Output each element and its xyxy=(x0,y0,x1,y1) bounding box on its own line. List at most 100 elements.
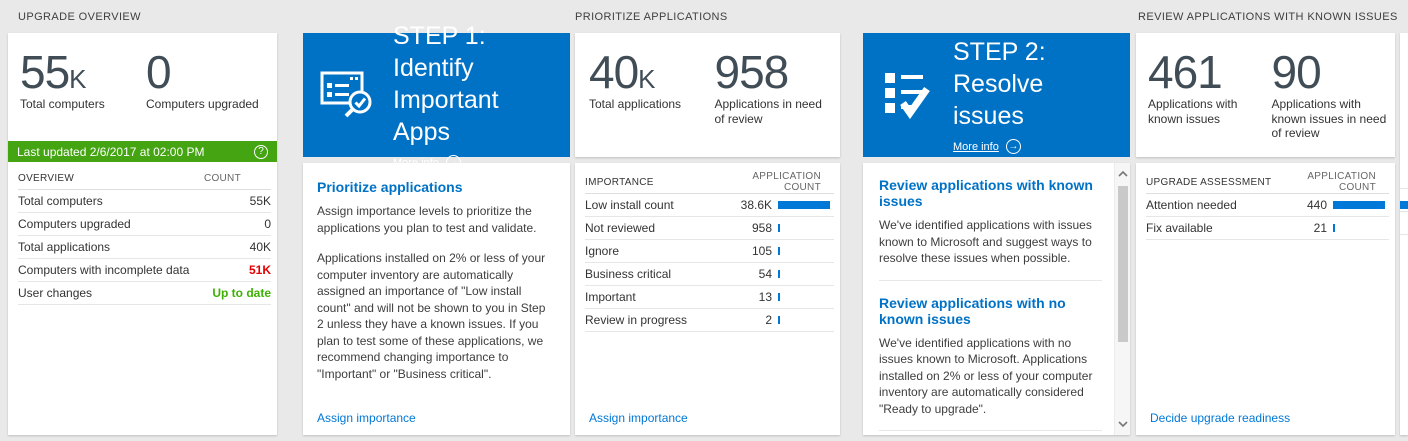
application-stats-card: 40K Total applications 958 Applications in … xyxy=(575,33,840,157)
section-label-review-applications: REVIEW APPLICATIONS WITH KNOWN ISSUES xyxy=(1138,11,1398,23)
last-updated-text: Last updated 2/6/2017 at 02:00 PM xyxy=(17,144,205,159)
table-row[interactable]: Important 13 xyxy=(585,286,834,309)
review-section: Review applications with known issues We'… xyxy=(879,163,1102,281)
application-stats: 40K Total applications 958 Applications in … xyxy=(575,33,840,126)
stat: 90 Applications with known issues in need… xyxy=(1272,49,1392,141)
table-row[interactable]: Total applications 40K xyxy=(18,236,271,259)
importance-table-card: IMPORTANCE APPLICATION COUNT Low install c… xyxy=(575,163,840,435)
prioritize-heading[interactable]: Prioritize applications xyxy=(317,179,463,195)
row-value: 54 xyxy=(758,267,772,281)
step2-more-info-link[interactable]: More info xyxy=(953,140,999,153)
resolve-issues-panel: Review applications with known issues We'… xyxy=(863,163,1130,435)
overview-table: OVERVIEW COUNT Total computers 55K Computers… xyxy=(18,167,271,305)
review-section: Review applications with no known issues… xyxy=(879,281,1102,432)
stat-value: 90 xyxy=(1271,46,1322,98)
section-body: We've identified applications with no is… xyxy=(879,335,1093,416)
section-body: We've identified applications with issue… xyxy=(879,218,1092,266)
table-row[interactable]: Attention needed 440 xyxy=(1146,194,1389,217)
step1-tile[interactable]: STEP 1: Identify Important Apps More inf… xyxy=(303,22,570,170)
resolve-issues-sections: Review applications with known issues We'… xyxy=(863,163,1130,435)
stat-value: 55K xyxy=(20,46,87,98)
count-bar xyxy=(778,316,780,324)
row-label: Computers with incomplete data xyxy=(18,263,190,277)
row-value: 13 xyxy=(758,290,772,304)
row-value: 40K xyxy=(249,240,271,254)
scrollbar-thumb[interactable] xyxy=(1118,186,1128,342)
count-bar xyxy=(778,270,780,278)
row-label: Low install count xyxy=(585,198,674,212)
row-label: Total computers xyxy=(18,194,103,208)
scroll-down-icon[interactable] xyxy=(1115,415,1130,433)
count-bar xyxy=(1333,224,1335,232)
section-label-prioritize-applications: PRIORITIZE APPLICATIONS xyxy=(575,11,728,23)
checklist-check-icon xyxy=(879,67,941,124)
count-bar xyxy=(1333,201,1385,209)
stat-label: Applications with known issues xyxy=(1148,96,1238,126)
row-value: 51K xyxy=(248,263,271,277)
last-updated-bar: Last updated 2/6/2017 at 02:00 PM ? xyxy=(8,141,277,162)
assessment-table-card: UPGRADE ASSESSMENT APPLICATION COUNT Atten… xyxy=(1136,163,1395,435)
step2-title: STEP 2: Resolve issues xyxy=(953,38,1046,130)
table-header: UPGRADE ASSESSMENT APPLICATION COUNT xyxy=(1146,171,1389,194)
row-value: 2 xyxy=(765,313,772,327)
step2-tile[interactable]: STEP 2: Resolve issues More info → xyxy=(863,33,1130,157)
row-value: 440 xyxy=(1306,198,1327,212)
stat-label: Applications in need of review xyxy=(714,96,822,126)
stat-value: 461 xyxy=(1148,46,1223,98)
section-heading[interactable]: Review applications with known issues xyxy=(879,177,1093,209)
row-label: Review in progress xyxy=(585,313,688,327)
help-icon[interactable]: ? xyxy=(254,144,268,159)
row-label: User changes xyxy=(18,286,93,300)
table-row[interactable]: Review in progress 2 xyxy=(585,309,834,332)
next-panel-sliver xyxy=(1400,33,1408,435)
stat: 958 Applications in need of review xyxy=(715,49,837,126)
section-label-upgrade-overview: UPGRADE OVERVIEW xyxy=(18,11,141,23)
known-issues-stats: 461 Applications with known issues 90 Appli… xyxy=(1136,33,1395,141)
arrow-right-icon[interactable]: → xyxy=(1005,139,1021,154)
row-label: Important xyxy=(585,290,636,304)
importance-table: IMPORTANCE APPLICATION COUNT Low install c… xyxy=(585,171,834,332)
table-row[interactable]: Ignore 105 xyxy=(585,240,834,263)
decide-upgrade-readiness-link[interactable]: Decide upgrade readiness xyxy=(1150,411,1291,425)
app-window-search-check-icon xyxy=(319,65,381,126)
panel-paragraph: Applications installed on 2% or less of … xyxy=(317,251,546,381)
scroll-up-icon[interactable] xyxy=(1115,165,1130,183)
known-issues-stats-card: 461 Applications with known issues 90 Appli… xyxy=(1136,33,1395,157)
row-label: Not reviewed xyxy=(585,221,656,235)
row-label: Attention needed xyxy=(1146,198,1237,212)
prioritize-body: Assign importance levels to prioritize t… xyxy=(317,203,554,382)
stat-label: Total computers xyxy=(20,96,105,111)
table-row[interactable]: Computers upgraded 0 xyxy=(18,213,271,236)
table-row[interactable]: Total computers 55K xyxy=(18,190,271,213)
count-bar xyxy=(1400,201,1408,209)
row-value: 105 xyxy=(751,244,772,258)
count-bar xyxy=(778,201,830,209)
section-heading[interactable]: Review applications with no known issues xyxy=(879,294,1066,327)
panel-paragraph: Assign importance levels to prioritize t… xyxy=(317,204,537,235)
count-bar xyxy=(778,293,780,301)
assign-importance-link[interactable]: Assign importance xyxy=(317,411,416,425)
table-header: IMPORTANCE APPLICATION COUNT xyxy=(585,171,834,194)
row-label: Business critical xyxy=(585,267,672,281)
row-label: Ignore xyxy=(585,244,620,258)
overview-stats: 55K Total computers 0 Computers upgraded xyxy=(8,33,277,112)
table-row[interactable]: Business critical 54 xyxy=(585,263,834,286)
row-label: Fix available xyxy=(1146,221,1213,235)
row-value: 38.6K xyxy=(740,198,772,212)
count-bar xyxy=(778,224,780,232)
table-row[interactable]: Not reviewed 958 xyxy=(585,217,834,240)
table-row[interactable]: Fix available 21 xyxy=(1146,217,1389,240)
assign-importance-bottom-link[interactable]: Assign importance xyxy=(589,411,688,425)
row-value: 55K xyxy=(249,194,271,208)
table-row[interactable]: User changes Up to date xyxy=(18,282,271,305)
row-value: Up to date xyxy=(212,286,271,300)
table-row[interactable]: Computers with incomplete data 51K xyxy=(18,259,271,282)
upgrade-assessment-table: UPGRADE ASSESSMENT APPLICATION COUNT Atten… xyxy=(1146,171,1389,240)
row-value: 21 xyxy=(1313,221,1327,235)
stat-label: Total applications xyxy=(589,96,682,111)
stat-label: Applications with known issues in need o… xyxy=(1271,96,1387,141)
table-row[interactable]: Low install count 38.6K xyxy=(585,194,834,217)
table-header: OVERVIEW COUNT xyxy=(18,167,271,190)
scrollbar[interactable] xyxy=(1114,163,1130,435)
